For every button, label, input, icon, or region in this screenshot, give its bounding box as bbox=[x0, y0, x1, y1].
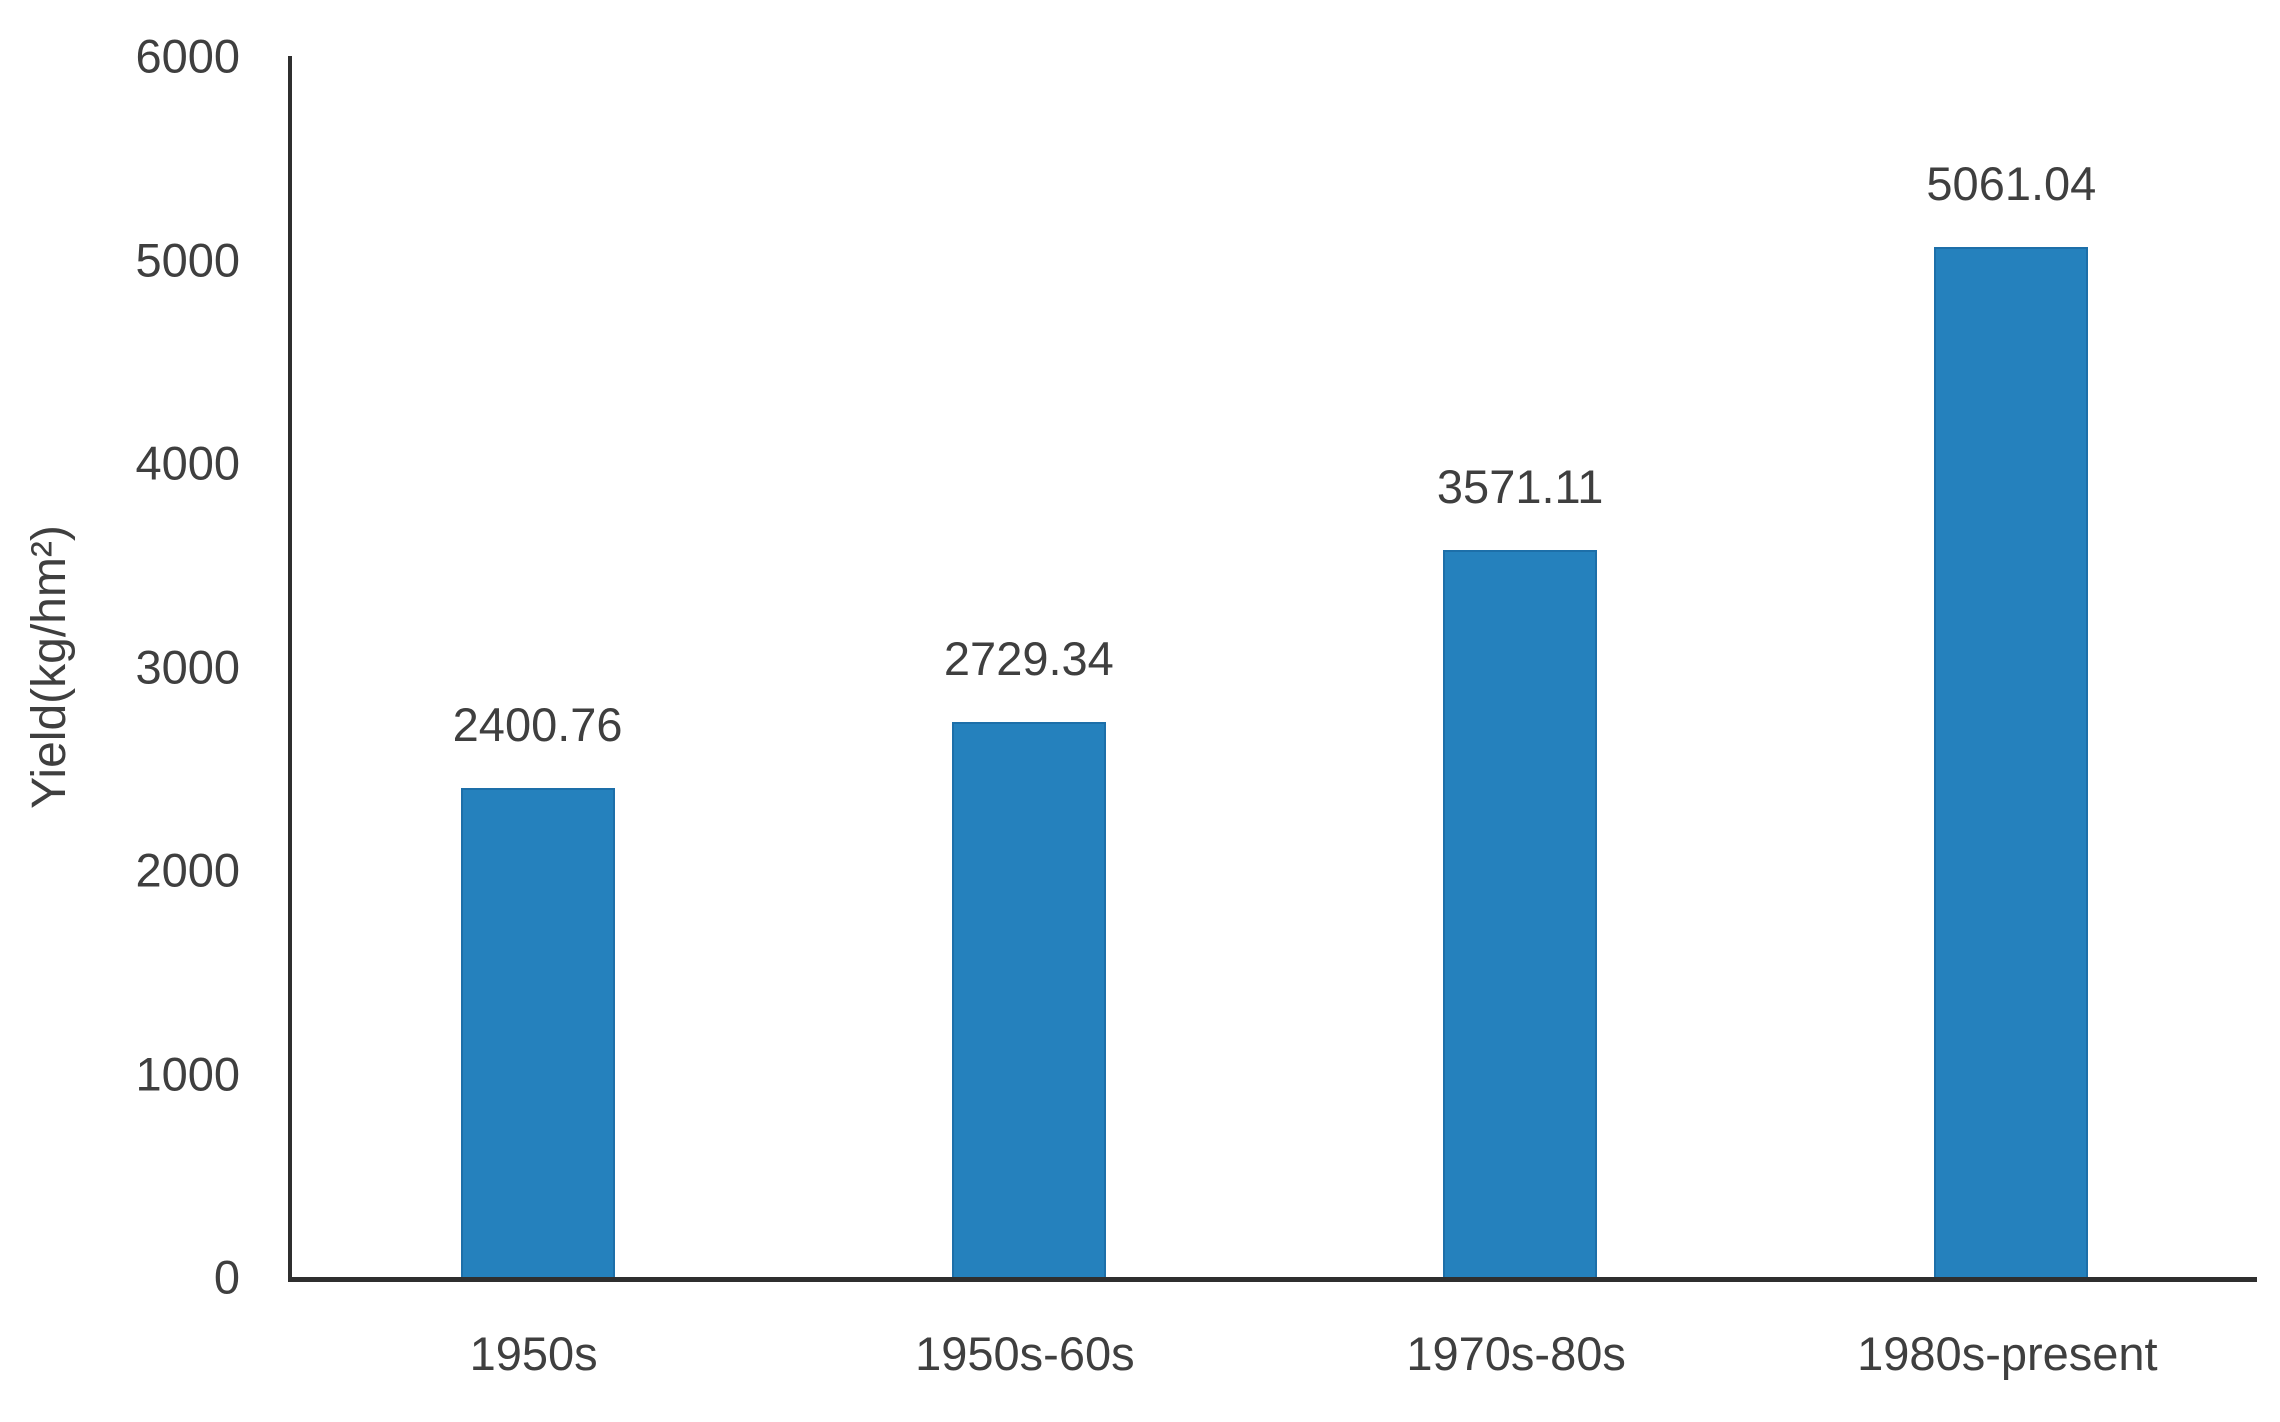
bar-group: 2400.76 bbox=[292, 56, 783, 1277]
x-tick-label: 1950s-60s bbox=[915, 1327, 1135, 1380]
plot-area: 2400.76 2729.34 3571.11 5061.04 bbox=[288, 56, 2257, 1282]
x-tick-label: 1980s-present bbox=[1857, 1327, 2158, 1380]
y-tick-label: 5000 bbox=[135, 233, 240, 286]
bar-value-label: 2400.76 bbox=[452, 698, 623, 752]
x-tick-label: 1970s-80s bbox=[1406, 1327, 1626, 1380]
y-tick-label: 1000 bbox=[135, 1047, 240, 1100]
bar bbox=[1443, 550, 1598, 1277]
y-tick-label: 2000 bbox=[135, 843, 240, 897]
bar-value-label: 3571.11 bbox=[1436, 460, 1604, 514]
bar-group: 3571.11 bbox=[1275, 56, 1766, 1277]
y-tick-label: 3000 bbox=[135, 640, 240, 693]
bar-value-label: 2729.34 bbox=[943, 631, 1114, 685]
y-tick-label: 4000 bbox=[135, 436, 240, 490]
y-tick-label: 6000 bbox=[135, 29, 240, 83]
x-tick-label: 1950s bbox=[469, 1327, 598, 1380]
bar bbox=[460, 788, 615, 1277]
bar-group: 5061.04 bbox=[1766, 56, 2257, 1277]
bar bbox=[951, 721, 1106, 1277]
bar bbox=[1934, 247, 2089, 1277]
y-tick-label: 0 bbox=[213, 1250, 240, 1304]
bar-group: 2729.34 bbox=[783, 56, 1274, 1277]
bars-container: 2400.76 2729.34 3571.11 5061.04 bbox=[292, 56, 2257, 1277]
bar-value-label: 5061.04 bbox=[1926, 157, 2097, 211]
y-axis-tick-labels: 0 1000 2000 3000 4000 5000 6000 bbox=[0, 33, 244, 1301]
x-axis-tick-labels: 1950s 1950s-60s 1970s-80s 1980s-present bbox=[288, 1282, 2253, 1402]
